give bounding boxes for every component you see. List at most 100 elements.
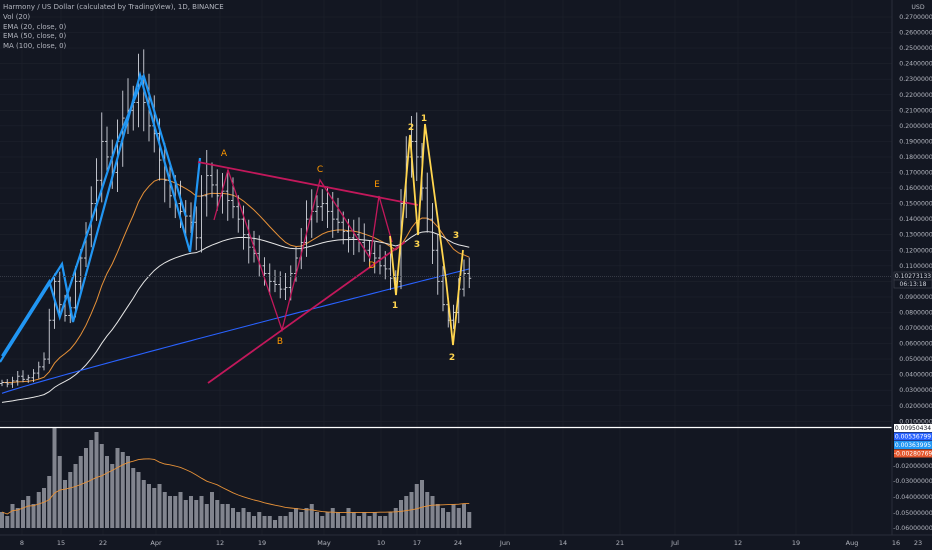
- volume-bar: [351, 512, 356, 528]
- abcde-path: [213, 167, 393, 333]
- time-tick-label: 19: [258, 539, 266, 547]
- volume-bar: [168, 496, 172, 528]
- volume-bar: [430, 496, 435, 528]
- volume-bar: [183, 500, 188, 528]
- wave-label: 2: [449, 353, 455, 363]
- price-tick-label: 0.06000000: [899, 341, 932, 348]
- volume-bar: [309, 504, 314, 528]
- time-tick-label: 21: [616, 539, 624, 547]
- time-tick-label: 23: [914, 539, 922, 547]
- volume-bar: [446, 512, 451, 528]
- wave-label: 1: [421, 114, 427, 124]
- volume-bar: [273, 520, 277, 528]
- time-axis-panel[interactable]: [0, 535, 932, 550]
- volume-bar: [63, 480, 67, 528]
- time-tick-label: Jul: [670, 539, 679, 547]
- volume-bar: [126, 456, 130, 528]
- legend-ma100[interactable]: MA (100, close, 0): [3, 42, 67, 51]
- volume-bar: [173, 496, 178, 528]
- volume-bar: [147, 484, 151, 528]
- volume-bar: [84, 448, 88, 528]
- price-tick-label: 0.05000000: [899, 356, 932, 363]
- volume-bar: [220, 504, 225, 528]
- legend-ema50[interactable]: EMA (50, close, 0): [3, 32, 67, 41]
- legend-ema20[interactable]: EMA (20, close, 0): [3, 22, 67, 31]
- wave-label: 3: [414, 240, 420, 250]
- chart-legend: Harmony / US Dollar (calculated by Tradi…: [3, 3, 224, 52]
- time-tick-label: 16: [892, 539, 900, 547]
- volume-bar: [383, 516, 388, 528]
- volume-bar: [78, 456, 83, 528]
- osc-tick-label: -0.04000000: [893, 494, 932, 501]
- time-tick-label: 14: [559, 539, 567, 547]
- candles: [0, 49, 472, 388]
- volume-bar: [215, 500, 220, 528]
- osc-axis-ticks: -0.02000000 -0.03000000 -0.04000000 -0.0500…: [893, 463, 932, 532]
- volume-bar: [204, 504, 209, 528]
- volume-bar: [252, 516, 256, 528]
- volume-bar: [362, 512, 367, 528]
- volume-bar: [346, 508, 351, 528]
- volume-bar: [441, 508, 445, 528]
- volume-bar: [68, 472, 73, 528]
- volume-bar: [157, 484, 162, 528]
- volume-bar: [42, 488, 46, 528]
- volume-bar: [320, 516, 325, 528]
- volume-bar: [357, 516, 361, 528]
- volume-bar: [288, 512, 293, 528]
- volume-bar: [399, 500, 403, 528]
- countdown-value: 06:13:18: [900, 281, 927, 288]
- volume-bar: [404, 496, 409, 528]
- volume-bar: [414, 484, 419, 528]
- volume-bar: [47, 476, 52, 528]
- wave-label: 2: [408, 123, 414, 133]
- volume-bar: [120, 452, 125, 528]
- time-tick-label: 24: [454, 539, 462, 547]
- currency-label: USD: [911, 4, 924, 11]
- volume-bar: [435, 504, 440, 528]
- volume-bar: [136, 472, 141, 528]
- time-axis-labels: 8 15 22 Apr 12 19 May 10 17 24 Jun 14 21 Jul 12 19 Aug 16…: [20, 539, 922, 547]
- volume-bar: [152, 488, 157, 528]
- time-tick-label: 22: [99, 539, 107, 547]
- volume-bars: [0, 428, 472, 528]
- volume-bar: [99, 444, 104, 528]
- wave-path: [389, 123, 464, 346]
- legend-vol[interactable]: Vol (20): [3, 12, 31, 21]
- osc-tag: [894, 449, 932, 458]
- time-tick-label: Aug: [846, 539, 859, 547]
- volume-bar: [325, 512, 330, 528]
- volume-bar: [52, 428, 57, 528]
- osc-tag-value: -0.00280769: [894, 451, 932, 458]
- volume-bar: [89, 440, 94, 528]
- volume-bar: [141, 480, 146, 528]
- triangle-upper-line: [197, 161, 419, 206]
- abcde-label: D: [369, 261, 376, 271]
- volume-bar: [36, 492, 41, 528]
- volume-bar: [267, 516, 272, 528]
- volume-bar: [115, 448, 120, 528]
- time-tick-label: May: [317, 539, 331, 547]
- time-tick-label: 10: [377, 539, 385, 547]
- countdown-tag: [893, 279, 932, 289]
- time-tick-label: 12: [216, 539, 224, 547]
- legend-title[interactable]: Harmony / US Dollar (calculated by Tradi…: [3, 3, 224, 11]
- volume-bar: [73, 464, 78, 528]
- price-tick-label: 0.04000000: [899, 372, 932, 379]
- volume-bar: [283, 516, 288, 528]
